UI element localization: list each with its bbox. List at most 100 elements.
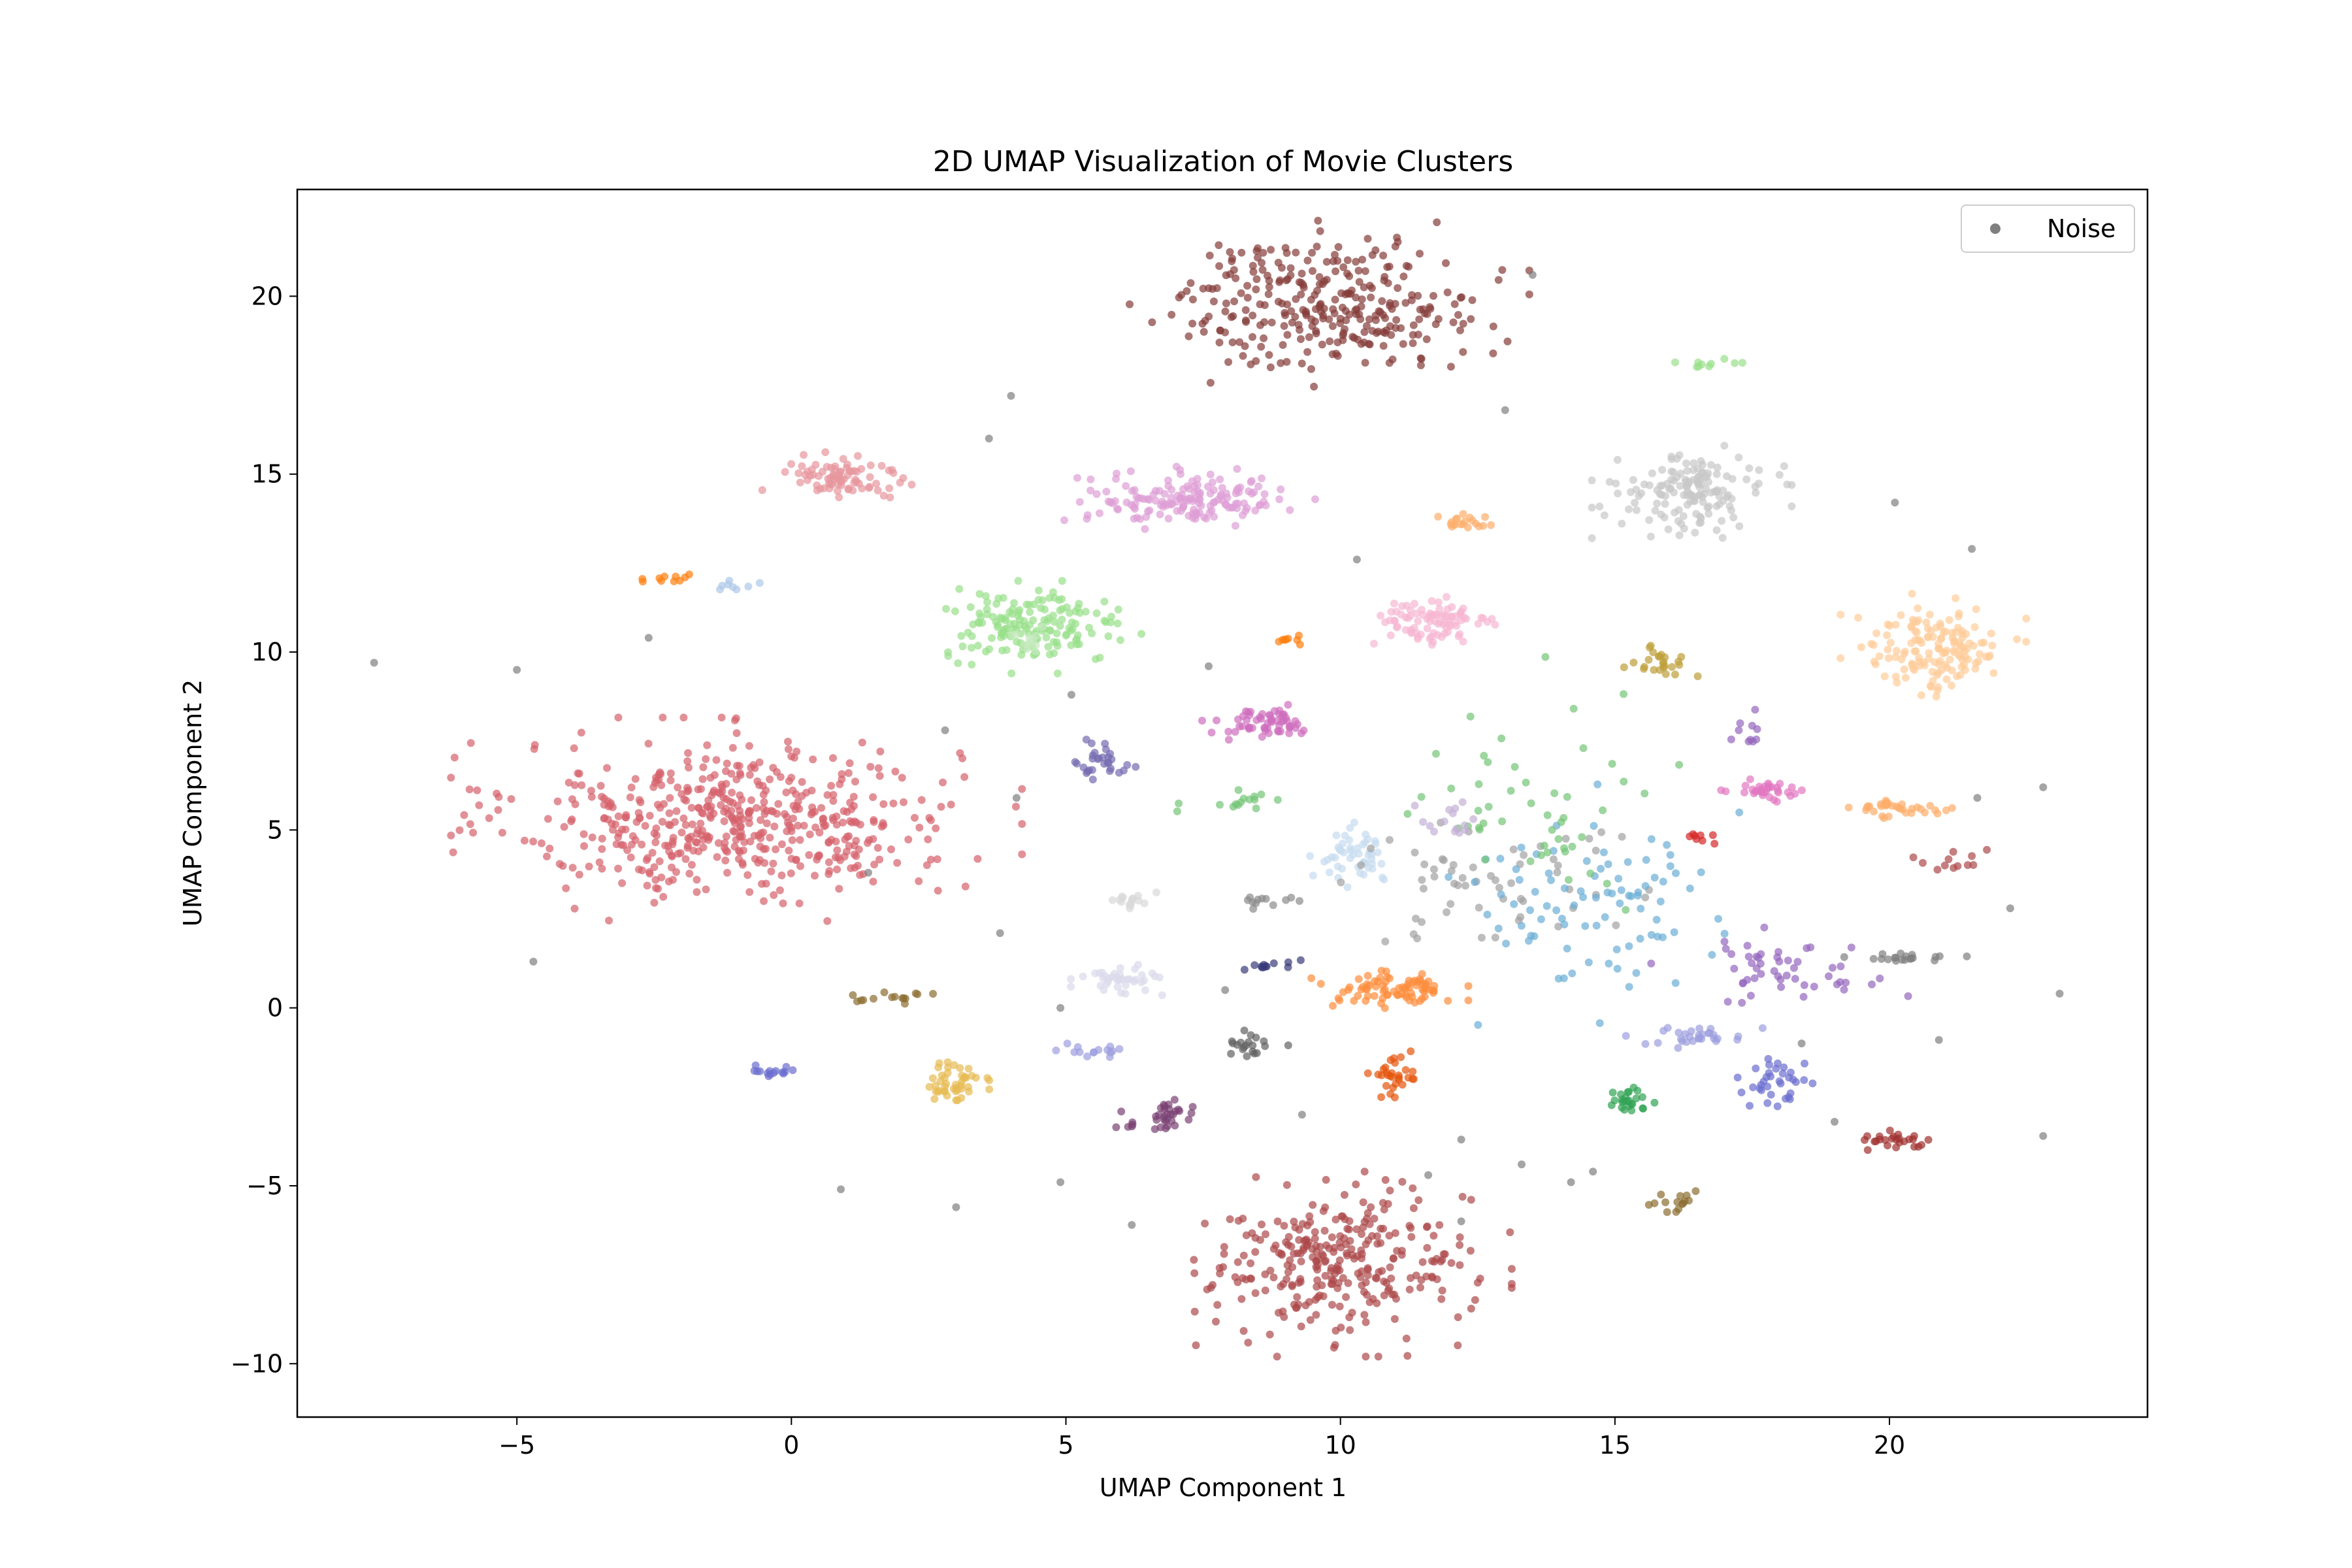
cluster-point [1296, 1275, 1305, 1283]
cluster-point [1423, 1244, 1431, 1252]
cluster-point [1909, 1135, 1918, 1143]
cluster-point [575, 770, 583, 778]
cluster-point [1423, 624, 1431, 632]
cluster-point [1600, 511, 1609, 519]
cluster-point [1346, 824, 1354, 832]
cluster-point [1623, 1097, 1631, 1105]
cluster-point [1350, 334, 1358, 342]
cluster-point [1251, 506, 1260, 515]
cluster-point [1339, 1212, 1347, 1220]
cluster-point [1775, 470, 1784, 479]
cluster-point [678, 790, 686, 798]
cluster-point [657, 770, 665, 778]
cluster-point [1686, 884, 1694, 892]
cluster-point [1322, 1256, 1330, 1265]
cluster-point [1026, 637, 1035, 645]
cluster-point [851, 777, 859, 786]
cluster-point [1418, 875, 1426, 884]
cluster-point [1346, 1326, 1354, 1334]
cluster-point [1155, 1111, 1163, 1119]
noise-point [941, 726, 949, 734]
cluster-point [1705, 510, 1713, 518]
cluster-point [819, 819, 827, 827]
cluster-point [1249, 268, 1258, 276]
cluster-point [1275, 278, 1284, 286]
cluster-point [879, 821, 888, 830]
cluster-point [1051, 618, 1059, 626]
cluster-point [507, 795, 515, 803]
cluster-point [1928, 668, 1936, 676]
cluster-point [776, 886, 784, 894]
cluster-point [1205, 252, 1214, 260]
cluster-point [1405, 1222, 1414, 1230]
cluster-point [1307, 365, 1315, 373]
cluster-point [1861, 1135, 1869, 1144]
cluster-point [1381, 938, 1390, 946]
y-tick-label: 5 [267, 815, 283, 844]
cluster-point [577, 728, 585, 737]
cluster-point [1228, 1039, 1237, 1047]
cluster-point [1203, 482, 1212, 491]
cluster-point [888, 993, 896, 1002]
cluster-point [1088, 629, 1096, 638]
cluster-point [1137, 978, 1146, 987]
cluster-point [598, 834, 606, 843]
cluster-point [842, 464, 851, 472]
cluster-point [1378, 297, 1386, 305]
cluster-point [1459, 510, 1467, 518]
cluster-point [651, 838, 660, 847]
cluster-point [1886, 638, 1895, 647]
cluster-point [750, 1067, 759, 1075]
cluster-point [1672, 869, 1680, 877]
cluster-point [1459, 348, 1467, 356]
cluster-point [1265, 283, 1273, 291]
cluster-point [823, 791, 832, 799]
cluster-point [1409, 339, 1417, 348]
cluster-point [1449, 860, 1458, 869]
cluster-point [1343, 289, 1352, 297]
cluster-point [1693, 672, 1702, 681]
cluster-point [1466, 712, 1475, 721]
cluster-point [702, 755, 710, 763]
cluster-point [1322, 1175, 1330, 1184]
cluster-point [1960, 647, 1968, 655]
cluster-point [1311, 1228, 1319, 1236]
cluster-point [638, 840, 646, 849]
cluster-point [1261, 727, 1269, 735]
cluster-point [1331, 295, 1339, 304]
cluster-point [1976, 650, 1984, 659]
cluster-point [998, 615, 1006, 623]
cluster-point [1657, 1190, 1665, 1199]
cluster-point [1734, 1032, 1742, 1041]
cluster-point [1258, 732, 1266, 741]
cluster-point [960, 1074, 968, 1082]
cluster-point [1588, 534, 1596, 542]
cluster-point [1345, 1313, 1354, 1322]
cluster-point [1461, 881, 1469, 890]
cluster-point [1227, 1049, 1235, 1058]
cluster-point [1737, 1088, 1746, 1097]
cluster-point [1925, 610, 1934, 619]
cluster-point [1287, 1243, 1296, 1250]
noise-point [1518, 1160, 1526, 1169]
cluster-point [1237, 1295, 1246, 1303]
cluster-point [1275, 710, 1283, 718]
cluster-point [1121, 981, 1130, 990]
cluster-point [1088, 751, 1097, 760]
cluster-point [926, 855, 935, 864]
cluster-point [849, 792, 858, 801]
cluster-point [1971, 664, 1980, 673]
cluster-point [751, 764, 759, 772]
cluster-point [1190, 1256, 1198, 1264]
cluster-point [1663, 841, 1671, 849]
noise-point [1457, 1217, 1465, 1226]
cluster-point [1228, 254, 1237, 263]
cluster-point [832, 838, 840, 845]
cluster-point [1397, 990, 1406, 998]
cluster-point [928, 1074, 937, 1083]
cluster-point [1175, 799, 1183, 808]
cluster-point [879, 800, 888, 808]
cluster-point [1126, 467, 1135, 476]
cluster-point [1875, 652, 1884, 661]
cluster-point [1279, 341, 1287, 349]
